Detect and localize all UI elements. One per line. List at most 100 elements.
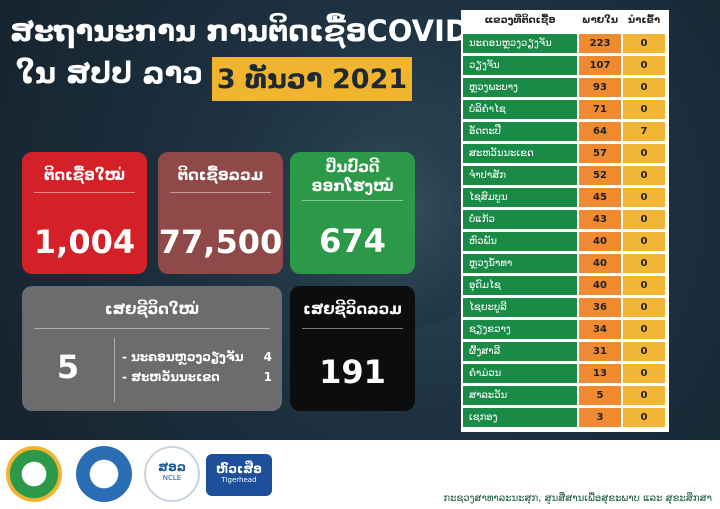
province-name: ຫົວພັນ bbox=[463, 232, 577, 251]
province-name: ຊຽງຂວາງ bbox=[463, 320, 577, 339]
imported-count: 0 bbox=[623, 188, 665, 207]
imported-count: 0 bbox=[623, 408, 665, 427]
imported-count: 0 bbox=[623, 100, 665, 119]
imported-count: 0 bbox=[623, 364, 665, 383]
local-count: 52 bbox=[579, 166, 621, 185]
province-name: ໄຊສົມບູນ bbox=[463, 188, 577, 207]
table-row: ເຊກອງ 3 0 bbox=[461, 407, 669, 428]
local-count: 57 bbox=[579, 144, 621, 163]
tiger-text: ຫົວເສືອ bbox=[216, 462, 262, 476]
imported-count: 0 bbox=[623, 254, 665, 273]
table-row: ຫົວພັນ 40 0 bbox=[461, 231, 669, 252]
list-item: - ສະຫວັນນະເຂດ 1 bbox=[122, 370, 272, 390]
table-row: ອຸດົມໄຊ 40 0 bbox=[461, 275, 669, 296]
imported-count: 0 bbox=[623, 166, 665, 185]
local-count: 71 bbox=[579, 100, 621, 119]
province-name: ສາລະວັນ bbox=[463, 386, 577, 405]
breakdown-count: 1 bbox=[263, 370, 272, 384]
total-deaths-label: ເສຍຊີວິດລວມ bbox=[303, 300, 402, 318]
local-count: 34 bbox=[579, 320, 621, 339]
table-row: ຫຼວງພະບາງ 93 0 bbox=[461, 77, 669, 98]
province-name: ຄຳມ່ວນ bbox=[463, 364, 577, 383]
local-count: 31 bbox=[579, 342, 621, 361]
imported-count: 0 bbox=[623, 276, 665, 295]
table-row: ສະຫວັນນະເຂດ 57 0 bbox=[461, 143, 669, 164]
new-cases-value: 1,004 bbox=[33, 223, 136, 261]
header-imported: ນຳເຂົ້າ bbox=[627, 15, 661, 26]
table-row: ນະຄອນຫຼວງວຽງຈັນ 223 0 bbox=[461, 33, 669, 54]
ministry-of-health-logo bbox=[6, 446, 62, 502]
province-name: ຫຼວງນ້ຳທາ bbox=[463, 254, 577, 273]
credit-text: ກະຊວງສາທາລະນະສຸກ, ສູນສື່ສານເພື່ອສຸຂະພາບ … bbox=[443, 493, 712, 504]
header-local: ພາຍໃນ bbox=[581, 15, 619, 26]
divider bbox=[170, 192, 271, 193]
page-subtitle: ໃນ ສປປ ລາວ bbox=[16, 56, 204, 90]
breakdown-place: - ນະຄອນຫຼວງວຽງຈັນ bbox=[122, 350, 244, 364]
footer: ສອລ NCLE ຫົວເສືອ Tigerhead ກະຊວງສາທາລະນະ… bbox=[0, 440, 720, 509]
province-name: ສະຫວັນນະເຂດ bbox=[463, 144, 577, 163]
local-count: 13 bbox=[579, 364, 621, 383]
tigerhead-logo: ຫົວເສືອ Tigerhead bbox=[206, 454, 272, 496]
table-row: ຊຽງຂວາງ 34 0 bbox=[461, 319, 669, 340]
table-row: ບໍລິຄຳໄຊ 71 0 bbox=[461, 99, 669, 120]
imported-count: 0 bbox=[623, 210, 665, 229]
recovered-value: 674 bbox=[319, 222, 386, 260]
page-title: ສະຖານະການ ການຕິດເຊື້ອCOVID-19 bbox=[10, 14, 522, 48]
table-row: ສາລະວັນ 5 0 bbox=[461, 385, 669, 406]
new-cases-card: ຕິດເຊື້ອໃໝ່ 1,004 bbox=[22, 152, 147, 274]
local-count: 43 bbox=[579, 210, 621, 229]
table-row: ບໍ່ແກ້ວ 43 0 bbox=[461, 209, 669, 230]
divider bbox=[302, 200, 403, 201]
table-row: ຫຼວງນ້ຳທາ 40 0 bbox=[461, 253, 669, 274]
death-breakdown: - ນະຄອນຫຼວງວຽງຈັນ 4 - ສະຫວັນນະເຂດ 1 bbox=[122, 350, 272, 390]
imported-count: 0 bbox=[623, 34, 665, 53]
imported-count: 0 bbox=[623, 342, 665, 361]
imported-count: 0 bbox=[623, 232, 665, 251]
local-count: 5 bbox=[579, 386, 621, 405]
header-province: ແຂວງທີ່ຕິດເຊື້ອ bbox=[484, 15, 556, 26]
breakdown-place: - ສະຫວັນນະເຂດ bbox=[122, 370, 220, 384]
local-count: 93 bbox=[579, 78, 621, 97]
province-table: ແຂວງທີ່ຕິດເຊື້ອ ພາຍໃນ ນຳເຂົ້າ ນະຄອນຫຼວງວ… bbox=[461, 10, 669, 432]
local-count: 40 bbox=[579, 276, 621, 295]
breakdown-count: 4 bbox=[263, 350, 272, 364]
recovered-card: ປິ່ນປົວດີ ອອກໂຮງໝໍ 674 bbox=[290, 152, 415, 274]
table-row: ວຽງຈັນ 107 0 bbox=[461, 55, 669, 76]
table-row: ຄຳມ່ວນ 13 0 bbox=[461, 363, 669, 384]
new-cases-label: ຕິດເຊື້ອໃໝ່ bbox=[43, 166, 126, 184]
new-deaths-card: ເສຍຊີວິດໃໝ່ 5 - ນະຄອນຫຼວງວຽງຈັນ 4 - ສະຫວ… bbox=[22, 286, 282, 411]
total-cases-label: ຕິດເຊື້ອລວມ bbox=[177, 166, 264, 184]
province-name: ອຸດົມໄຊ bbox=[463, 276, 577, 295]
list-item: - ນະຄອນຫຼວງວຽງຈັນ 4 bbox=[122, 350, 272, 370]
total-deaths-value: 191 bbox=[319, 353, 386, 391]
divider bbox=[302, 328, 403, 329]
new-deaths-label: ເສຍຊີວິດໃໝ່ bbox=[104, 300, 200, 318]
table-row: ໄຊຍະບູລີ 36 0 bbox=[461, 297, 669, 318]
province-name: ຈຳປາສັກ bbox=[463, 166, 577, 185]
imported-count: 7 bbox=[623, 122, 665, 141]
local-count: 36 bbox=[579, 298, 621, 317]
province-name: ໄຊຍະບູລີ bbox=[463, 298, 577, 317]
date-badge: 3 ທັນວາ 2021 bbox=[212, 57, 412, 101]
divider bbox=[34, 192, 135, 193]
local-count: 3 bbox=[579, 408, 621, 427]
recovered-label-line1: ປິ່ນປົວດີ bbox=[325, 158, 380, 176]
ncle-sub: NCLE bbox=[162, 474, 182, 482]
imported-count: 0 bbox=[623, 56, 665, 75]
new-deaths-value: 5 bbox=[56, 348, 80, 386]
province-name: ອັດຕະປື bbox=[463, 122, 577, 141]
table-row: ຜົ້ງສາລີ 31 0 bbox=[461, 341, 669, 362]
province-name: ຫຼວງພະບາງ bbox=[463, 78, 577, 97]
province-name: ບໍ່ແກ້ວ bbox=[463, 210, 577, 229]
divider bbox=[114, 338, 115, 402]
imported-count: 0 bbox=[623, 298, 665, 317]
tiger-sub: Tigerhead bbox=[221, 476, 257, 484]
province-name: ຜົ້ງສາລີ bbox=[463, 342, 577, 361]
total-cases-card: ຕິດເຊື້ອລວມ 77,500 bbox=[158, 152, 283, 274]
total-deaths-card: ເສຍຊີວິດລວມ 191 bbox=[290, 286, 415, 411]
total-cases-value: 77,500 bbox=[158, 223, 283, 261]
province-name: ວຽງຈັນ bbox=[463, 56, 577, 75]
imported-count: 0 bbox=[623, 386, 665, 405]
local-count: 40 bbox=[579, 254, 621, 273]
table-header: ແຂວງທີ່ຕິດເຊື້ອ ພາຍໃນ ນຳເຂົ້າ bbox=[461, 10, 669, 32]
